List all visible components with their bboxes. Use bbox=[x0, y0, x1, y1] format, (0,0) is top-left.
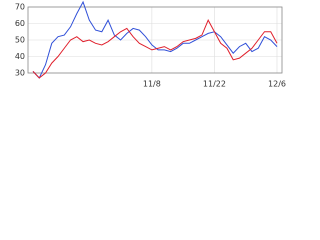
x-tick-label: 11/22 bbox=[203, 80, 226, 89]
y-tick-label: 60 bbox=[15, 19, 25, 28]
plot-frame bbox=[27, 6, 283, 74]
series-line bbox=[32, 0, 278, 79]
y-tick-label: 40 bbox=[15, 52, 25, 61]
x-tick-label: 12/6 bbox=[268, 80, 286, 89]
chart: 30 40 50 60 70 11/8 11/22 12/6 bbox=[15, 0, 286, 89]
y-tick-label: 30 bbox=[15, 69, 25, 78]
x-tick-label: 11/8 bbox=[143, 80, 161, 89]
y-tick-label: 50 bbox=[15, 36, 25, 45]
series-line bbox=[32, 19, 278, 79]
y-tick-label: 70 bbox=[15, 3, 25, 12]
